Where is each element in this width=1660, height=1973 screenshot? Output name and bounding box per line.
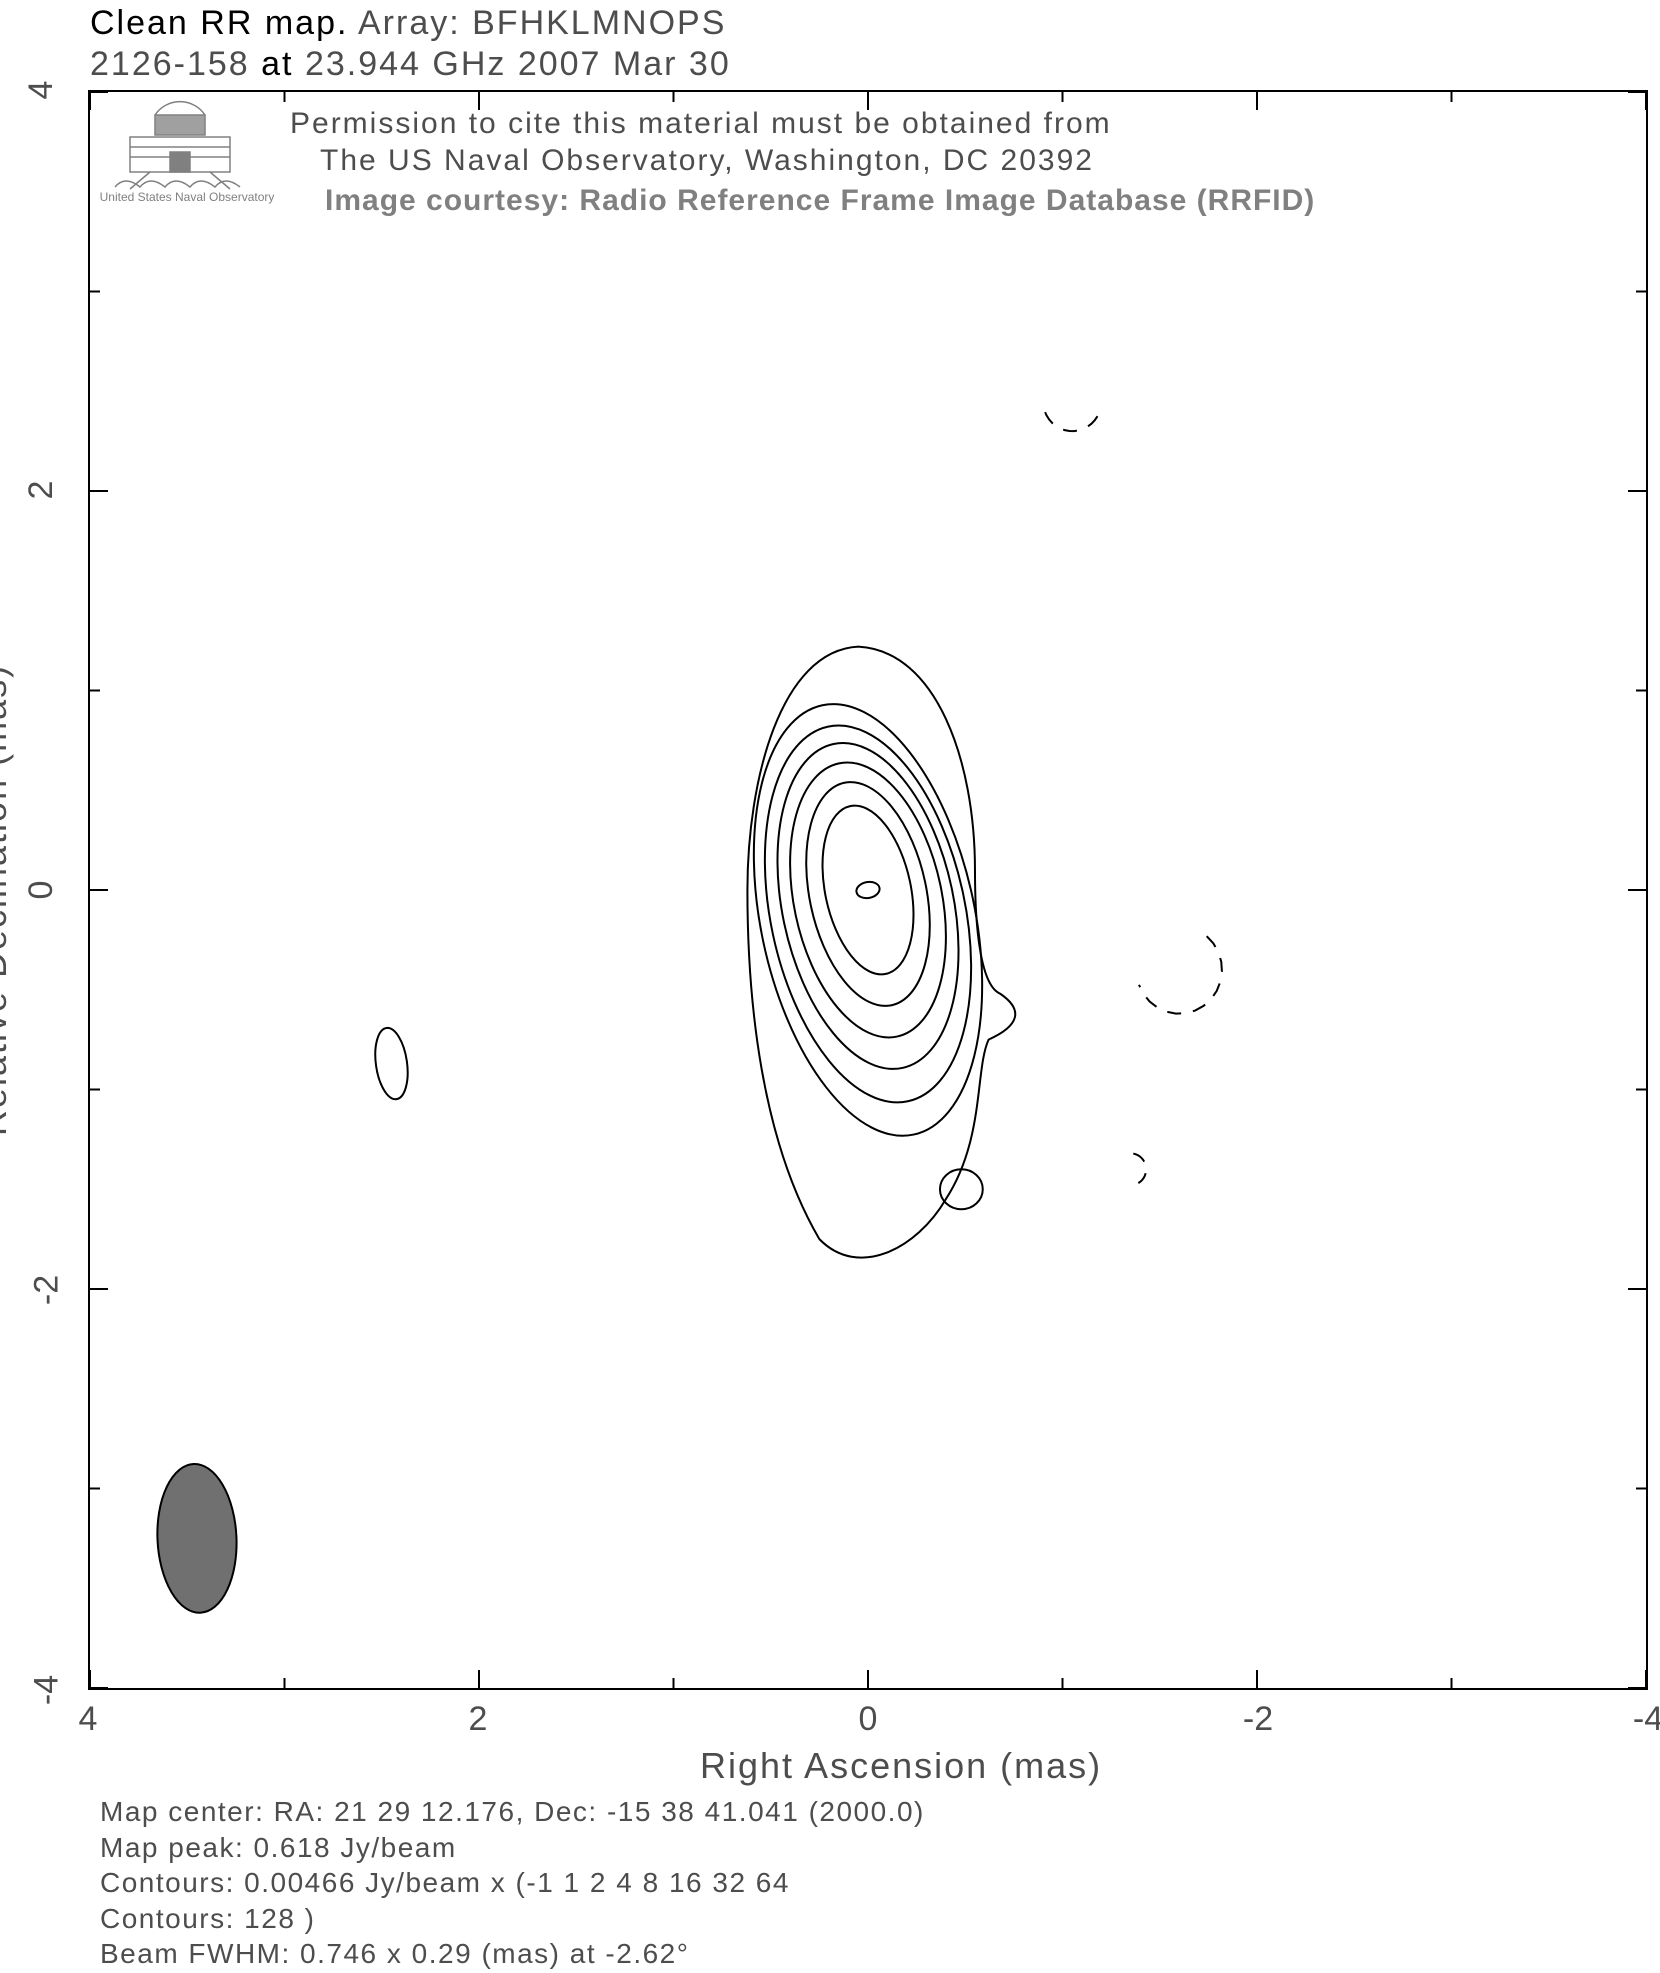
title-clean: Clean RR map. — [90, 4, 348, 42]
title-line1: Clean RR map. Array: BFHKLMNOPS — [90, 4, 726, 43]
ytick-4: 4 — [22, 81, 61, 100]
ytick-neg2: -2 — [28, 1275, 67, 1305]
usno-logo-icon — [95, 97, 265, 227]
xtick-4: 4 — [79, 1700, 98, 1739]
logo-caption: United States Naval Observatory — [92, 190, 282, 204]
contour-plot-svg — [90, 92, 1646, 1688]
footer-map-peak: Map peak: 0.618 Jy/beam — [100, 1831, 925, 1865]
footer-contours-1: Contours: 0.00466 Jy/beam x (-1 1 2 4 8 … — [100, 1866, 925, 1900]
title-array-value: BFHKLMNOPS — [472, 4, 726, 42]
footer-contours-2: Contours: 128 ) — [100, 1902, 925, 1936]
xtick-neg2: -2 — [1243, 1700, 1273, 1739]
permission-line2: The US Naval Observatory, Washington, DC… — [320, 144, 1094, 178]
xtick-0: 0 — [859, 1700, 878, 1739]
ytick-2: 2 — [22, 481, 61, 500]
page-root: Clean RR map. Array: BFHKLMNOPS 2126-158… — [0, 0, 1660, 1960]
xtick-neg4: -4 — [1633, 1700, 1660, 1739]
y-axis-label: Relative Declination (mas) — [0, 664, 15, 1136]
plot-frame: United States Naval Observatory Permissi… — [88, 90, 1648, 1690]
footer-beam: Beam FWHM: 0.746 x 0.29 (mas) at -2.62° — [100, 1937, 925, 1971]
footer-metadata: Map center: RA: 21 29 12.176, Dec: -15 3… — [100, 1795, 925, 1973]
xtick-2: 2 — [469, 1700, 488, 1739]
footer-map-center: Map center: RA: 21 29 12.176, Dec: -15 3… — [100, 1795, 925, 1829]
title-source: 2126-158 — [90, 45, 250, 83]
title-line2: 2126-158 at 23.944 GHz 2007 Mar 30 — [90, 45, 731, 84]
courtesy-text: Image courtesy: Radio Reference Frame Im… — [325, 184, 1315, 218]
permission-line1: Permission to cite this material must be… — [290, 107, 1112, 141]
title-array-label: Array: — [348, 4, 472, 42]
ytick-0: 0 — [22, 881, 61, 900]
title-at: at — [250, 45, 305, 83]
x-axis-label: Right Ascension (mas) — [700, 1745, 1102, 1787]
title-freq: 23.944 GHz 2007 Mar 30 — [305, 45, 731, 83]
ytick-neg4: -4 — [28, 1675, 67, 1705]
